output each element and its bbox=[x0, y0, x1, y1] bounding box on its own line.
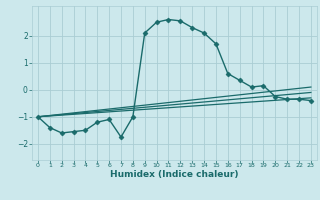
X-axis label: Humidex (Indice chaleur): Humidex (Indice chaleur) bbox=[110, 170, 239, 179]
